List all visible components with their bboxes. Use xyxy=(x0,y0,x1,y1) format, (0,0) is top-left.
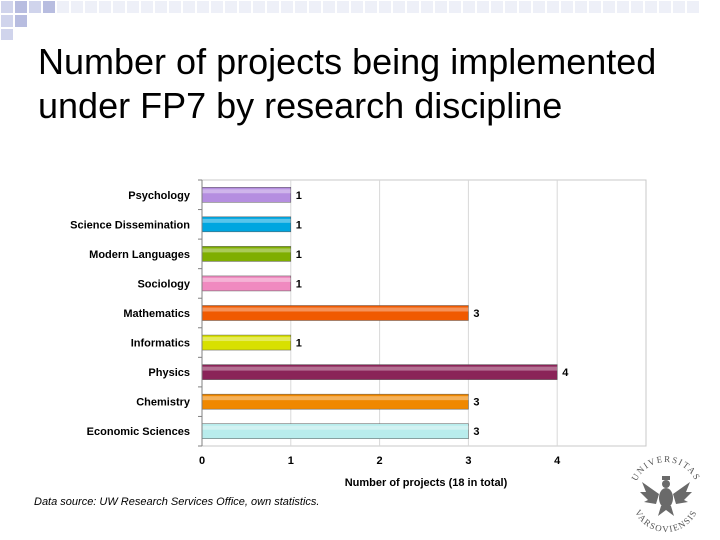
decoration-square xyxy=(1,29,13,40)
university-seal-logo: UNIVERSITAS VARSOVIENSIS xyxy=(629,454,701,534)
data-label: 1 xyxy=(296,190,302,202)
decoration-square xyxy=(155,1,167,13)
decoration-square xyxy=(197,1,209,13)
category-label: Modern Languages xyxy=(89,249,190,261)
decoration-square xyxy=(687,1,699,13)
decoration-square xyxy=(673,1,685,13)
decoration-square xyxy=(127,1,139,13)
bar-highlight xyxy=(202,218,291,223)
slide-title: Number of projects being implemented und… xyxy=(38,41,657,126)
decoration-square xyxy=(561,1,573,13)
x-tick-label: 1 xyxy=(288,455,294,467)
data-label: 1 xyxy=(296,338,302,350)
decoration-square xyxy=(281,1,293,13)
decoration-square xyxy=(337,1,349,13)
decoration-square xyxy=(645,1,657,13)
decoration-square xyxy=(169,1,181,13)
decoration-square xyxy=(491,1,503,13)
data-label: 3 xyxy=(473,308,479,320)
decoration-square xyxy=(659,1,671,13)
decoration-square xyxy=(1,15,13,27)
data-label: 1 xyxy=(296,278,302,290)
decoration-square xyxy=(29,1,41,13)
decoration-square xyxy=(477,1,489,13)
decoration-square xyxy=(85,1,97,13)
decoration-square xyxy=(631,1,643,13)
decoration-square xyxy=(407,1,419,13)
bar-highlight xyxy=(202,337,291,342)
decoration-square xyxy=(379,1,391,13)
decoration-square xyxy=(421,1,433,13)
decoration-square xyxy=(435,1,447,13)
data-label: 3 xyxy=(473,426,479,438)
category-label: Psychology xyxy=(128,190,191,202)
decoration-square xyxy=(449,1,461,13)
bar-highlight xyxy=(202,189,291,194)
decoration-square xyxy=(239,1,251,13)
decoration-square xyxy=(547,1,559,13)
decoration-square xyxy=(309,1,321,13)
decoration-square xyxy=(617,1,629,13)
bar-highlight xyxy=(202,425,469,430)
decoration-square xyxy=(1,1,13,13)
data-label: 1 xyxy=(296,219,302,231)
category-label: Mathematics xyxy=(123,308,190,320)
category-label: Physics xyxy=(148,367,190,379)
decoration-square xyxy=(519,1,531,13)
decoration-square xyxy=(589,1,601,13)
decoration-square xyxy=(351,1,363,13)
decoration-square xyxy=(113,1,125,13)
decoration-square xyxy=(393,1,405,13)
x-tick-label: 2 xyxy=(377,455,383,467)
bar-highlight xyxy=(202,248,291,253)
bar-highlight xyxy=(202,366,558,371)
data-label: 4 xyxy=(562,367,569,379)
decoration-square xyxy=(463,1,475,13)
decoration-square xyxy=(141,1,153,13)
x-tick-label: 4 xyxy=(554,455,561,467)
decoration-square xyxy=(295,1,307,13)
bar-highlight xyxy=(202,277,291,282)
decoration-square xyxy=(15,15,27,27)
category-label: Science Dissemination xyxy=(70,219,190,231)
category-label: Economic Sciences xyxy=(87,426,190,438)
data-label: 3 xyxy=(473,397,479,409)
decoration-square xyxy=(15,1,27,13)
data-label: 1 xyxy=(296,249,302,261)
decoration-square xyxy=(505,1,517,13)
decoration-square xyxy=(183,1,195,13)
decoration-square xyxy=(267,1,279,13)
category-label: Chemistry xyxy=(136,397,191,409)
decoration-square xyxy=(603,1,615,13)
decoration-square xyxy=(365,1,377,13)
decoration-square xyxy=(43,1,55,13)
bar-highlight xyxy=(202,307,469,312)
data-source-footnote: Data source: UW Research Services Office… xyxy=(34,496,320,508)
decoration-square xyxy=(57,1,69,13)
category-label: Sociology xyxy=(137,278,190,290)
category-label: Informatics xyxy=(131,338,190,350)
decoration-square xyxy=(253,1,265,13)
decoration-square xyxy=(99,1,111,13)
x-tick-label: 3 xyxy=(465,455,471,467)
x-tick-label: 0 xyxy=(199,455,205,467)
seal-text-bottom: VARSOVIENSIS xyxy=(633,508,698,534)
decoration-square xyxy=(323,1,335,13)
decoration-square xyxy=(71,1,83,13)
x-axis-label: Number of projects (18 in total) xyxy=(345,477,508,489)
eagle-icon xyxy=(640,476,692,516)
decoration-square xyxy=(533,1,545,13)
bar-highlight xyxy=(202,396,469,401)
corner-squares-decoration xyxy=(1,1,699,40)
decoration-square xyxy=(575,1,587,13)
svg-text:VARSOVIENSIS: VARSOVIENSIS xyxy=(633,508,699,534)
decoration-square xyxy=(225,1,237,13)
decoration-square xyxy=(211,1,223,13)
